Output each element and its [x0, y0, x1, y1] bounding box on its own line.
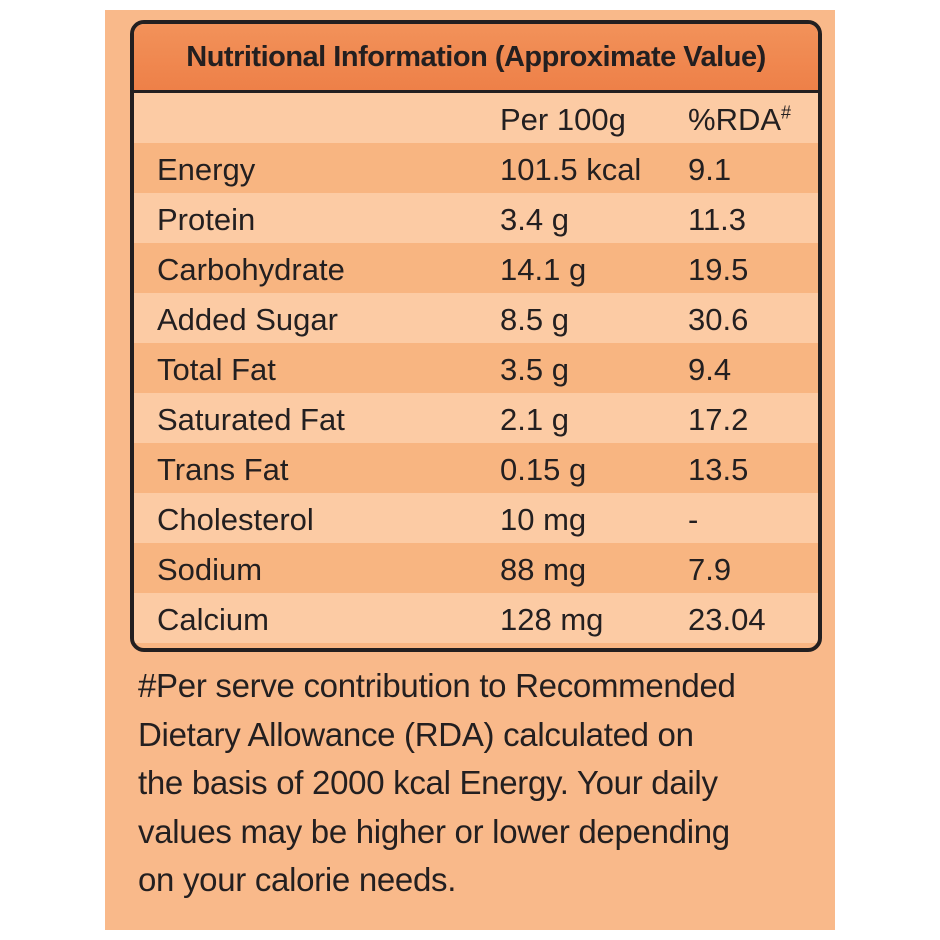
table-title: Nutritional Information (Approximate Val… [134, 24, 818, 93]
table-row: Protein 3.4 g 11.3 [134, 193, 818, 243]
table-row: Carbohydrate 14.1 g 19.5 [134, 243, 818, 293]
nutrient-value: 7.9 [688, 552, 732, 587]
column-header: %RDA# [688, 102, 791, 138]
footnote-line: Dietary Allowance (RDA) calculated on [138, 715, 694, 753]
nutrient-name: Cholesterol [157, 502, 314, 537]
nutrient-value: 9.4 [688, 352, 732, 387]
column-header: Per 100g [500, 102, 626, 137]
table-row: Sodium 88 mg 7.9 [134, 543, 818, 593]
table-row: Calcium 128 mg 23.04 [134, 593, 818, 643]
nutrient-name: Sodium [157, 552, 263, 587]
nutrition-table: Nutritional Information (Approximate Val… [130, 20, 822, 652]
table-row: Energy 101.5 kcal 9.1 [134, 143, 818, 193]
nutrient-value: - [688, 502, 699, 537]
nutrient-name: Carbohydrate [157, 252, 345, 287]
nutrient-value: 30.6 [688, 302, 749, 337]
table-body: Per 100g %RDA# Energy 101.5 kcal 9.1 Protein 3… [134, 93, 818, 643]
nutrient-value: 2.1 g [500, 402, 569, 437]
nutrient-name: Total Fat [157, 352, 276, 387]
nutrient-value: 13.5 [688, 452, 749, 487]
nutrient-value: 3.5 g [500, 352, 569, 387]
nutrient-value: 3.4 g [500, 202, 569, 237]
table-row: Trans Fat 0.15 g 13.5 [134, 443, 818, 493]
nutrient-value: 23.04 [688, 602, 766, 637]
table-row: Saturated Fat 2.1 g 17.2 [134, 393, 818, 443]
nutrient-value: 101.5 kcal [500, 152, 642, 187]
footnote-line: on your calorie needs. [138, 861, 457, 898]
nutrient-name: Protein [157, 202, 256, 237]
footnote-line: #Per serve contribution to Recommended [138, 667, 736, 704]
nutrient-value: 9.1 [688, 152, 732, 187]
footnote-line: values may be higher or lower depending [138, 812, 730, 850]
nutrient-name: Saturated Fat [157, 402, 345, 437]
nutrient-value: 17.2 [688, 402, 749, 437]
nutrient-value: 11.3 [688, 202, 747, 237]
nutrient-value: 14.1 g [500, 252, 587, 287]
footnote: #Per serve contribution to Recommended Di… [138, 662, 736, 905]
nutrient-value: 0.15 g [500, 452, 587, 487]
nutrient-name: Added Sugar [157, 302, 338, 337]
nutrient-value: 10 mg [500, 502, 587, 537]
nutrient-name: Calcium [157, 602, 269, 637]
nutrient-name: Trans Fat [157, 452, 289, 487]
column-header-text: %RDA [688, 102, 782, 137]
nutrient-value: 19.5 [688, 252, 749, 287]
nutrient-name: Energy [157, 152, 256, 187]
table-row: Cholesterol 10 mg - [134, 493, 818, 543]
nutrient-value: 8.5 g [500, 302, 569, 337]
table-row: Added Sugar 8.5 g 30.6 [134, 293, 818, 343]
table-row: Total Fat 3.5 g 9.4 [134, 343, 818, 393]
nutrient-value: 88 mg [500, 552, 587, 587]
footnote-line: the basis of 2000 kcal Energy. Your dail… [138, 764, 718, 801]
column-header-row: Per 100g %RDA# [134, 93, 818, 143]
column-header-mark: # [781, 102, 792, 123]
nutrient-value: 128 mg [500, 602, 604, 637]
